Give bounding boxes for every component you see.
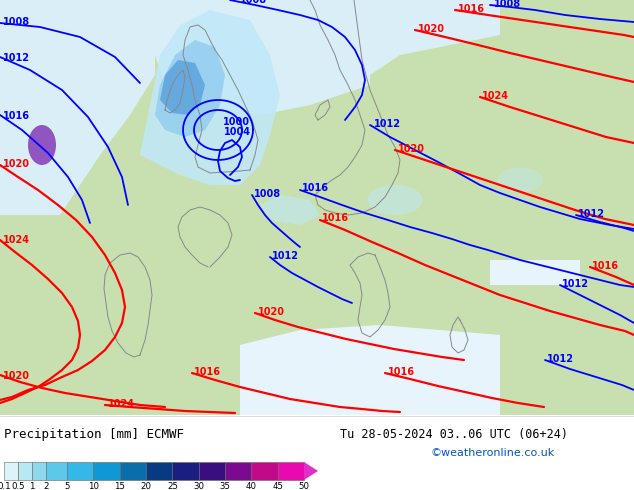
Text: 5: 5: [65, 482, 70, 490]
Text: Precipitation [mm] ECMWF: Precipitation [mm] ECMWF: [4, 428, 184, 441]
Bar: [67, 462, 93, 480]
Polygon shape: [160, 60, 205, 115]
Text: 1016: 1016: [388, 367, 415, 377]
Text: 10: 10: [88, 482, 99, 490]
Polygon shape: [140, 10, 280, 185]
Bar: [93, 462, 120, 480]
Text: 1012: 1012: [3, 53, 30, 63]
Text: 1016: 1016: [3, 111, 30, 121]
Text: 1008: 1008: [494, 0, 521, 9]
Text: 15: 15: [114, 482, 126, 490]
Text: 1016: 1016: [194, 367, 221, 377]
Bar: [46, 462, 67, 480]
Text: 1016: 1016: [458, 4, 485, 14]
Text: 1012: 1012: [547, 354, 574, 364]
Bar: [225, 462, 251, 480]
Text: 1008: 1008: [3, 17, 30, 27]
Text: 1016: 1016: [322, 213, 349, 223]
Text: 1012: 1012: [578, 209, 605, 219]
Bar: [146, 462, 172, 480]
Polygon shape: [490, 260, 580, 285]
Polygon shape: [0, 0, 155, 215]
Polygon shape: [155, 40, 225, 137]
Text: 1008: 1008: [240, 0, 267, 5]
Text: 1020: 1020: [3, 159, 30, 169]
Text: 1008: 1008: [254, 189, 281, 199]
Bar: [32, 462, 46, 480]
Text: 1004: 1004: [224, 127, 251, 137]
Text: 1020: 1020: [418, 24, 445, 34]
Text: 1: 1: [29, 482, 35, 490]
Text: 1020: 1020: [258, 307, 285, 317]
Text: 35: 35: [219, 482, 231, 490]
Polygon shape: [240, 325, 500, 415]
Polygon shape: [304, 462, 318, 480]
Bar: [172, 462, 198, 480]
Text: 0.1: 0.1: [0, 482, 11, 490]
Text: 1016: 1016: [302, 183, 329, 193]
Ellipse shape: [368, 185, 422, 215]
Ellipse shape: [498, 168, 543, 193]
Text: 20: 20: [141, 482, 152, 490]
Text: 1024: 1024: [108, 399, 135, 409]
Bar: [251, 462, 278, 480]
Text: 0.5: 0.5: [11, 482, 25, 490]
Ellipse shape: [28, 125, 56, 165]
Bar: [278, 462, 304, 480]
Text: ©weatheronline.co.uk: ©weatheronline.co.uk: [430, 448, 554, 458]
Text: 1000: 1000: [223, 117, 250, 127]
Text: 30: 30: [193, 482, 204, 490]
Text: 2: 2: [43, 482, 49, 490]
Text: 50: 50: [299, 482, 309, 490]
Text: 40: 40: [246, 482, 257, 490]
Bar: [4, 462, 18, 480]
Text: 1020: 1020: [3, 371, 30, 381]
Polygon shape: [370, 0, 500, 75]
Polygon shape: [155, 0, 370, 115]
Text: 25: 25: [167, 482, 178, 490]
Text: 1024: 1024: [482, 91, 509, 101]
Text: 1016: 1016: [592, 261, 619, 271]
Text: 1020: 1020: [398, 144, 425, 154]
Bar: [120, 462, 146, 480]
Text: 1012: 1012: [562, 279, 589, 289]
Bar: [198, 462, 225, 480]
Text: 1024: 1024: [3, 235, 30, 245]
Text: 1012: 1012: [374, 119, 401, 129]
Bar: [18, 462, 32, 480]
Text: Tu 28-05-2024 03..06 UTC (06+24): Tu 28-05-2024 03..06 UTC (06+24): [340, 428, 568, 441]
Text: 1012: 1012: [272, 251, 299, 261]
Text: 45: 45: [272, 482, 283, 490]
Polygon shape: [260, 195, 320, 225]
